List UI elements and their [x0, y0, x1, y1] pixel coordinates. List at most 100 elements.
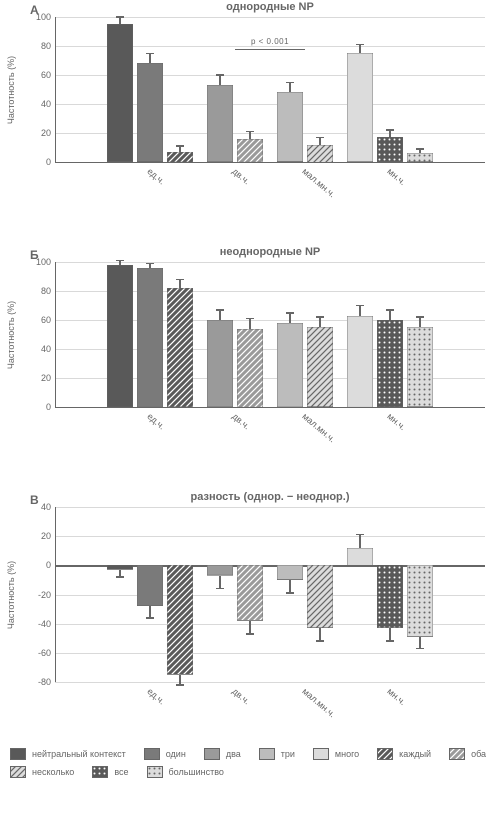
bar: [377, 565, 403, 628]
error-cap: [176, 279, 184, 281]
error-cap: [386, 129, 394, 131]
error-cap: [316, 316, 324, 318]
legend-item: три: [259, 748, 295, 760]
xtick-label: мал.мн.ч.: [300, 166, 337, 199]
bar: [137, 565, 163, 606]
bar: [307, 565, 333, 628]
error-cap: [176, 145, 184, 147]
legend-swatch: [92, 766, 108, 778]
legend-label: каждый: [399, 749, 431, 759]
y-axis: [55, 507, 56, 682]
bar: [347, 316, 373, 407]
bar: [237, 139, 263, 162]
ytick-label: 0: [46, 157, 51, 167]
gridline: [55, 682, 485, 683]
error-cap: [246, 318, 254, 320]
ytick-label: 0: [46, 560, 51, 570]
error-cap: [416, 316, 424, 318]
xtick-label: ед.ч.: [145, 166, 167, 186]
ytick-label: -80: [38, 677, 51, 687]
error-bar: [119, 17, 121, 24]
error-bar: [219, 310, 221, 320]
legend-swatch: [204, 748, 220, 760]
y-axis-label: Частотность (%): [6, 300, 16, 368]
xtick-label: мн.ч.: [385, 411, 407, 432]
legend-swatch: [10, 766, 26, 778]
ytick-label: 40: [41, 344, 51, 354]
error-bar: [389, 310, 391, 320]
error-cap: [286, 82, 294, 84]
error-cap: [416, 148, 424, 150]
error-bar: [319, 628, 321, 641]
ytick-label: -20: [38, 590, 51, 600]
bar: [167, 288, 193, 407]
error-bar: [289, 82, 291, 92]
error-cap: [216, 74, 224, 76]
xtick-label: дв.ч.: [230, 411, 252, 431]
error-bar: [219, 75, 221, 85]
error-cap: [286, 592, 294, 594]
error-cap: [116, 576, 124, 578]
error-cap: [316, 640, 324, 642]
plot-area: -80-60-40-2002040ед.ч.дв.ч.мал.мн.ч.мн.ч…: [55, 507, 485, 682]
error-bar: [219, 576, 221, 589]
bar: [137, 268, 163, 407]
bar: [207, 85, 233, 162]
legend-label: нейтральный контекст: [32, 749, 126, 759]
error-cap: [316, 137, 324, 139]
bar: [347, 53, 373, 162]
legend-label: несколько: [32, 767, 74, 777]
bar: [407, 565, 433, 636]
legend-item: оба: [449, 748, 486, 760]
error-bar: [249, 319, 251, 329]
plot-area: 020406080100ед.ч.дв.ч.мал.мн.ч.мн.ч.p < …: [55, 17, 485, 162]
panel-title: неоднородные NP: [220, 246, 320, 258]
legend-item: каждый: [377, 748, 431, 760]
legend-swatch: [449, 748, 465, 760]
panel-B: Бнеоднородные NPЧастотность (%)020406080…: [0, 250, 500, 435]
error-bar: [289, 313, 291, 323]
ytick-label: 20: [41, 373, 51, 383]
bar: [277, 323, 303, 407]
legend-item: все: [92, 766, 128, 778]
panel-title: разность (однор. − неоднор.): [191, 491, 350, 503]
xtick-label: ед.ч.: [145, 411, 167, 431]
error-cap: [146, 617, 154, 619]
bar: [107, 265, 133, 407]
error-bar: [149, 606, 151, 618]
error-bar: [319, 137, 321, 144]
error-cap: [216, 588, 224, 590]
error-bar: [389, 628, 391, 641]
zero-line: [55, 407, 485, 408]
error-cap: [146, 263, 154, 265]
ytick-label: 80: [41, 286, 51, 296]
legend-swatch: [377, 748, 393, 760]
bar: [237, 329, 263, 407]
legend-label: один: [166, 749, 186, 759]
error-bar: [389, 130, 391, 137]
ytick-label: 100: [36, 12, 51, 22]
legend-item: один: [144, 748, 186, 760]
ytick-label: -40: [38, 619, 51, 629]
gridline: [55, 507, 485, 508]
error-bar: [359, 45, 361, 54]
y-axis: [55, 17, 56, 162]
ytick-label: 0: [46, 402, 51, 412]
ytick-label: 60: [41, 70, 51, 80]
error-cap: [356, 44, 364, 46]
legend-label: все: [114, 767, 128, 777]
error-bar: [419, 317, 421, 327]
bar: [277, 565, 303, 580]
y-axis: [55, 262, 56, 407]
error-cap: [246, 131, 254, 133]
bar: [167, 565, 193, 674]
gridline: [55, 536, 485, 537]
error-bar: [179, 146, 181, 152]
legend-swatch: [147, 766, 163, 778]
error-cap: [216, 309, 224, 311]
bar: [237, 565, 263, 620]
ytick-label: 40: [41, 99, 51, 109]
xtick-label: мн.ч.: [385, 686, 407, 707]
bar: [377, 320, 403, 407]
ytick-label: 100: [36, 257, 51, 267]
